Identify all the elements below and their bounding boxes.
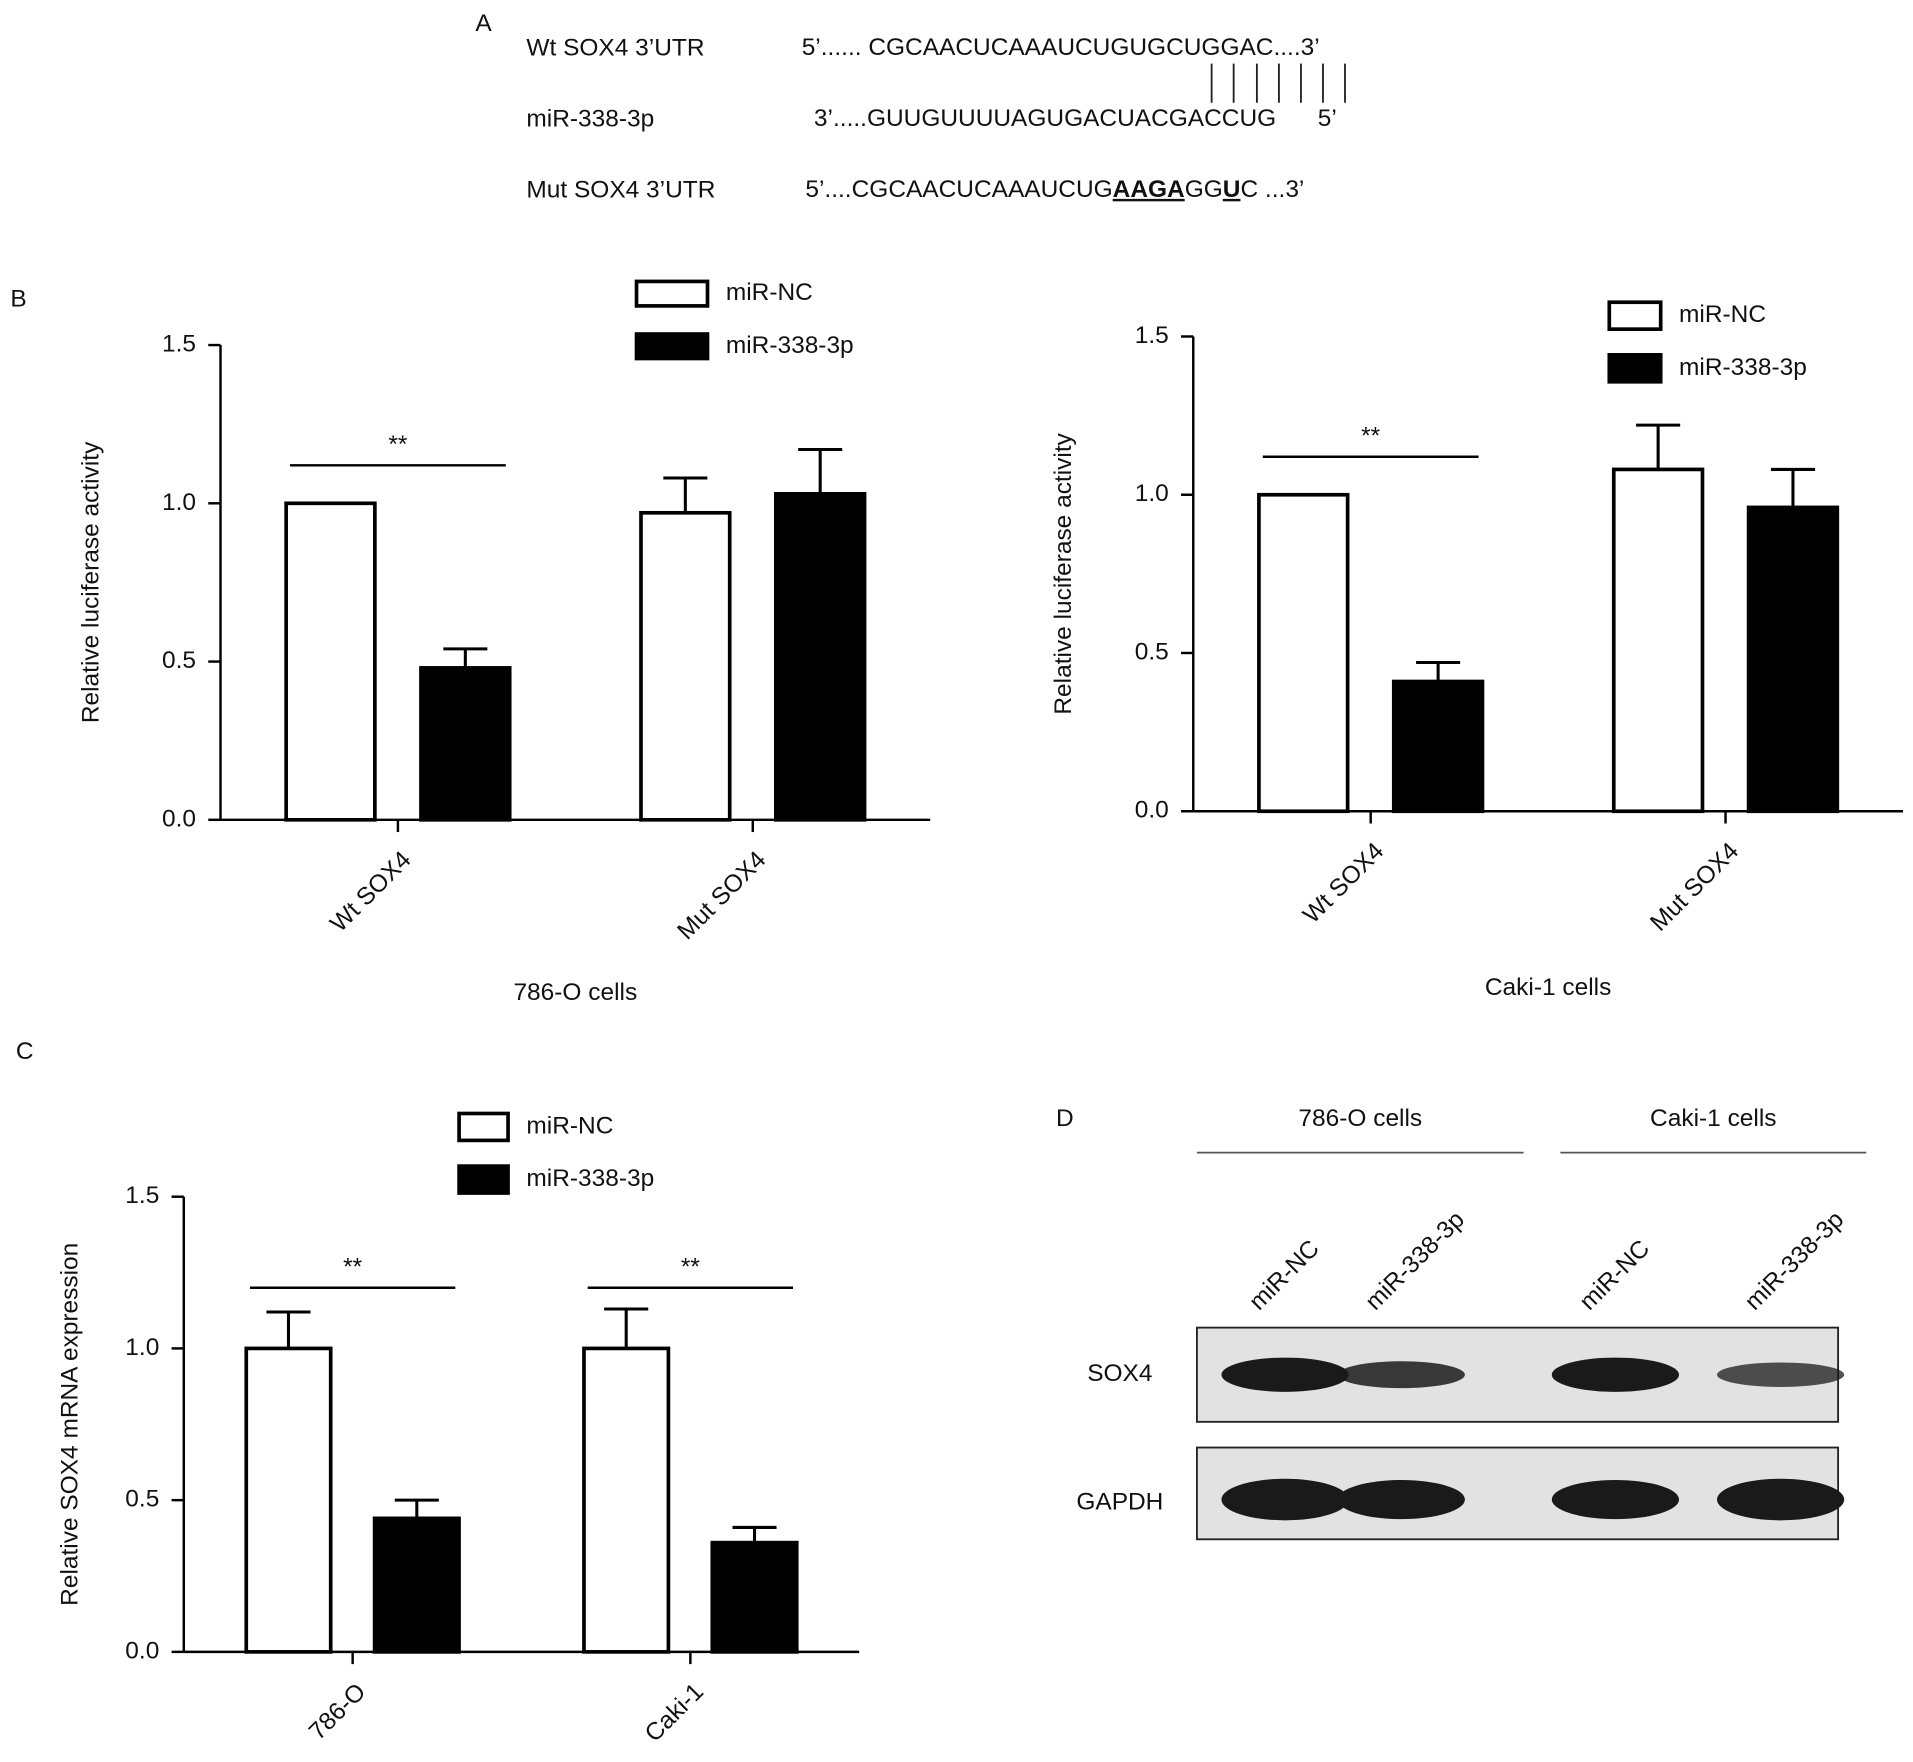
- blot-band: [1551, 1357, 1680, 1392]
- y-tick-label: 1.0: [125, 1334, 159, 1361]
- bar: [372, 1516, 461, 1654]
- legend-swatch: [634, 332, 710, 361]
- lane-label: miR-NC: [1575, 1235, 1656, 1316]
- lane-label: miR-338-3p: [1740, 1206, 1849, 1315]
- y-tick-label: 0.0: [1135, 797, 1169, 824]
- sequence: 5’....CGCAACUCAAAUCUGAAGAGGUC ...3’: [805, 176, 1304, 203]
- panel-label: B: [10, 285, 26, 312]
- x-tick-label: Wt SOX4: [325, 846, 416, 937]
- legend-swatch: [457, 1164, 510, 1195]
- bar: [284, 501, 377, 822]
- y-tick-label: 1.0: [162, 489, 196, 516]
- bar: [1257, 492, 1350, 814]
- legend-label: miR-NC: [1679, 301, 1766, 328]
- group-label: Caki-1 cells: [1650, 1105, 1776, 1132]
- significance-label: **: [681, 1254, 701, 1281]
- y-tick-label: 1.5: [125, 1182, 159, 1209]
- legend-label: miR-NC: [726, 279, 813, 306]
- panel-label: D: [1056, 1105, 1074, 1132]
- blot-band: [1551, 1479, 1680, 1520]
- sequence-segment: AAGA: [1113, 176, 1185, 203]
- group-label: 786-O cells: [1298, 1105, 1422, 1132]
- blot-band: [1337, 1479, 1465, 1520]
- bar: [710, 1540, 799, 1654]
- bar: [1611, 467, 1705, 814]
- legend-label: miR-NC: [526, 1112, 613, 1139]
- sequence-segment: GG: [1185, 176, 1223, 203]
- significance-label: **: [388, 431, 408, 458]
- y-tick-label: 0.0: [162, 805, 196, 832]
- y-axis-label: Relative luciferase activity: [1050, 432, 1077, 714]
- y-tick-label: 1.0: [1135, 480, 1169, 507]
- panel-label: C: [16, 1038, 34, 1065]
- sequence-segment: 3’.....GUUGUUUUAGUGACUACGACCUG: [814, 105, 1276, 132]
- lane-label: miR-NC: [1244, 1235, 1325, 1316]
- y-tick-label: 0.5: [1135, 638, 1169, 665]
- sequence-name: Wt SOX4 3’UTR: [526, 34, 704, 61]
- sequence: 5’...... CGCAACUCAAAUCUGUGCUGGAC....3’: [802, 34, 1320, 61]
- x-tick-label: Mut SOX4: [672, 846, 771, 945]
- x-tick-label: 786-O: [304, 1678, 371, 1745]
- significance-label: **: [1361, 423, 1381, 450]
- legend-swatch: [1607, 353, 1663, 384]
- x-axis-label: 786-O cells: [513, 979, 637, 1006]
- y-tick-label: 1.5: [162, 331, 196, 358]
- sequence-name: Mut SOX4 3’UTR: [526, 176, 715, 203]
- x-tick-label: Wt SOX4: [1298, 838, 1389, 929]
- x-tick-label: Mut SOX4: [1645, 838, 1744, 937]
- y-tick-label: 1.5: [1135, 322, 1169, 349]
- y-tick-label: 0.5: [162, 647, 196, 674]
- sequence-segment: 5’....CGCAACUCAAAUCUG: [805, 176, 1112, 203]
- row-label: SOX4: [1087, 1360, 1152, 1387]
- panel-label: A: [475, 10, 492, 37]
- bar: [244, 1346, 333, 1654]
- lane-label: miR-338-3p: [1360, 1206, 1469, 1315]
- legend-label: miR-338-3p: [1679, 354, 1807, 381]
- blot-band: [1337, 1361, 1465, 1389]
- bar: [582, 1346, 671, 1654]
- blot-band: [1221, 1478, 1349, 1521]
- bar: [419, 666, 512, 822]
- x-axis-label: Caki-1 cells: [1485, 974, 1611, 1001]
- sequence: 3’.....GUUGUUUUAGUGACUACGACCUG 5’: [814, 105, 1337, 132]
- legend-label: miR-338-3p: [526, 1165, 654, 1192]
- sequence-segment: 5’...... CGCAACUCAAAUCUGUGCUGGAC....3’: [802, 34, 1320, 61]
- row-label: GAPDH: [1076, 1489, 1163, 1516]
- y-axis-label: Relative SOX4 mRNA expression: [57, 1243, 84, 1606]
- bar: [639, 510, 732, 822]
- sequence-segment: 5’: [1318, 105, 1337, 132]
- y-axis-label: Relative luciferase activity: [77, 441, 104, 723]
- y-tick-label: 0.0: [125, 1637, 159, 1664]
- sequence-segment: U: [1223, 176, 1241, 203]
- blot-band: [1221, 1357, 1349, 1392]
- blot-band: [1716, 1362, 1845, 1387]
- blot-band: [1716, 1478, 1845, 1521]
- y-tick-label: 0.5: [125, 1486, 159, 1513]
- significance-label: **: [343, 1254, 363, 1281]
- bar: [773, 491, 867, 822]
- sequence-segment: C ...3’: [1240, 176, 1304, 203]
- legend-swatch: [1607, 300, 1663, 331]
- legend-label: miR-338-3p: [726, 332, 854, 359]
- bar: [1746, 505, 1840, 814]
- legend-swatch: [457, 1111, 510, 1143]
- legend-swatch: [634, 279, 710, 308]
- sequence-name: miR-338-3p: [526, 105, 654, 132]
- bar: [1391, 679, 1485, 814]
- x-tick-label: Caki-1: [640, 1678, 709, 1747]
